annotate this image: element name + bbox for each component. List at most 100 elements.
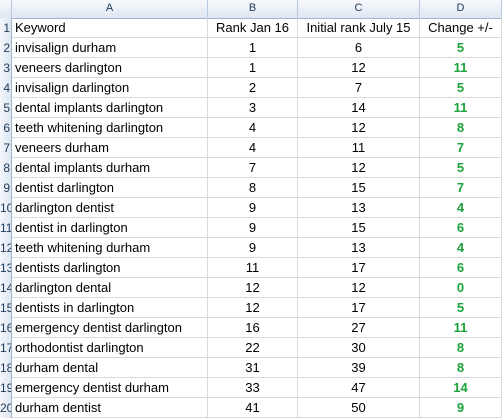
keyword-cell[interactable]: dentists darlington: [12, 258, 208, 277]
initial-rank-cell[interactable]: 7: [298, 78, 420, 97]
keyword-cell[interactable]: dentist in darlington: [12, 218, 208, 237]
change-cell[interactable]: 0: [420, 278, 502, 297]
rank-jan-cell[interactable]: 16: [208, 318, 298, 337]
rank-jan-cell[interactable]: 4: [208, 138, 298, 157]
row-header[interactable]: 10: [0, 198, 12, 218]
row-header[interactable]: 11: [0, 218, 12, 238]
rank-jan-cell[interactable]: 41: [208, 398, 298, 417]
column-header-b[interactable]: B: [208, 0, 298, 18]
initial-rank-cell[interactable]: 30: [298, 338, 420, 357]
rank-jan-cell[interactable]: 9: [208, 218, 298, 237]
initial-rank-cell[interactable]: 17: [298, 258, 420, 277]
initial-rank-cell[interactable]: 13: [298, 238, 420, 257]
change-cell[interactable]: 11: [420, 318, 502, 337]
change-cell[interactable]: 8: [420, 338, 502, 357]
row-header[interactable]: 1: [0, 18, 12, 38]
rank-jan-cell[interactable]: 22: [208, 338, 298, 357]
header-keyword-cell[interactable]: Keyword: [12, 18, 208, 37]
change-cell[interactable]: 14: [420, 378, 502, 397]
rank-jan-cell[interactable]: 33: [208, 378, 298, 397]
column-header-d[interactable]: D: [420, 0, 502, 18]
initial-rank-cell[interactable]: 27: [298, 318, 420, 337]
initial-rank-cell[interactable]: 12: [298, 278, 420, 297]
initial-rank-cell[interactable]: 12: [298, 58, 420, 77]
row-header[interactable]: 17: [0, 338, 12, 358]
row-header[interactable]: 16: [0, 318, 12, 338]
row-header[interactable]: 19: [0, 378, 12, 398]
row-header[interactable]: 3: [0, 58, 12, 78]
header-change-cell[interactable]: Change +/-: [420, 18, 502, 37]
change-cell[interactable]: 5: [420, 298, 502, 317]
initial-rank-cell[interactable]: 6: [298, 38, 420, 57]
keyword-cell[interactable]: darlington dental: [12, 278, 208, 297]
initial-rank-cell[interactable]: 14: [298, 98, 420, 117]
row-header[interactable]: 20: [0, 398, 12, 418]
initial-rank-cell[interactable]: 17: [298, 298, 420, 317]
keyword-cell[interactable]: dentist darlington: [12, 178, 208, 197]
initial-rank-cell[interactable]: 11: [298, 138, 420, 157]
initial-rank-cell[interactable]: 47: [298, 378, 420, 397]
initial-rank-cell[interactable]: 13: [298, 198, 420, 217]
row-header[interactable]: 15: [0, 298, 12, 318]
rank-jan-cell[interactable]: 12: [208, 298, 298, 317]
keyword-cell[interactable]: darlington dentist: [12, 198, 208, 217]
rank-jan-cell[interactable]: 12: [208, 278, 298, 297]
change-cell[interactable]: 8: [420, 118, 502, 137]
header-rank-jan-cell[interactable]: Rank Jan 16: [208, 18, 298, 37]
change-cell[interactable]: 4: [420, 238, 502, 257]
column-header-c[interactable]: C: [298, 0, 420, 18]
rank-jan-cell[interactable]: 4: [208, 118, 298, 137]
rank-jan-cell[interactable]: 31: [208, 358, 298, 377]
change-cell[interactable]: 11: [420, 98, 502, 117]
change-cell[interactable]: 7: [420, 178, 502, 197]
change-cell[interactable]: 7: [420, 138, 502, 157]
initial-rank-cell[interactable]: 12: [298, 158, 420, 177]
change-cell[interactable]: 5: [420, 158, 502, 177]
select-all-corner[interactable]: [0, 0, 12, 18]
row-header[interactable]: 18: [0, 358, 12, 378]
keyword-cell[interactable]: dentists in darlington: [12, 298, 208, 317]
keyword-cell[interactable]: dental implants durham: [12, 158, 208, 177]
keyword-cell[interactable]: orthodontist darlington: [12, 338, 208, 357]
rank-jan-cell[interactable]: 11: [208, 258, 298, 277]
initial-rank-cell[interactable]: 12: [298, 118, 420, 137]
initial-rank-cell[interactable]: 15: [298, 218, 420, 237]
rank-jan-cell[interactable]: 8: [208, 178, 298, 197]
keyword-cell[interactable]: emergency dentist darlington: [12, 318, 208, 337]
row-header[interactable]: 14: [0, 278, 12, 298]
row-header[interactable]: 7: [0, 138, 12, 158]
change-cell[interactable]: 8: [420, 358, 502, 377]
rank-jan-cell[interactable]: 9: [208, 198, 298, 217]
change-cell[interactable]: 6: [420, 218, 502, 237]
initial-rank-cell[interactable]: 15: [298, 178, 420, 197]
row-header[interactable]: 13: [0, 258, 12, 278]
keyword-cell[interactable]: durham dental: [12, 358, 208, 377]
rank-jan-cell[interactable]: 3: [208, 98, 298, 117]
change-cell[interactable]: 11: [420, 58, 502, 77]
rank-jan-cell[interactable]: 1: [208, 58, 298, 77]
keyword-cell[interactable]: durham dentist: [12, 398, 208, 417]
rank-jan-cell[interactable]: 7: [208, 158, 298, 177]
rank-jan-cell[interactable]: 2: [208, 78, 298, 97]
keyword-cell[interactable]: invisalign durham: [12, 38, 208, 57]
keyword-cell[interactable]: veneers darlington: [12, 58, 208, 77]
rank-jan-cell[interactable]: 1: [208, 38, 298, 57]
change-cell[interactable]: 9: [420, 398, 502, 417]
header-initial-rank-cell[interactable]: Initial rank July 15: [298, 18, 420, 37]
keyword-cell[interactable]: dental implants darlington: [12, 98, 208, 117]
change-cell[interactable]: 5: [420, 38, 502, 57]
row-header[interactable]: 5: [0, 98, 12, 118]
keyword-cell[interactable]: teeth whitening darlington: [12, 118, 208, 137]
row-header[interactable]: 2: [0, 38, 12, 58]
keyword-cell[interactable]: teeth whitening durham: [12, 238, 208, 257]
row-header[interactable]: 8: [0, 158, 12, 178]
initial-rank-cell[interactable]: 50: [298, 398, 420, 417]
keyword-cell[interactable]: emergency dentist durham: [12, 378, 208, 397]
keyword-cell[interactable]: veneers durham: [12, 138, 208, 157]
change-cell[interactable]: 6: [420, 258, 502, 277]
change-cell[interactable]: 4: [420, 198, 502, 217]
row-header[interactable]: 4: [0, 78, 12, 98]
rank-jan-cell[interactable]: 9: [208, 238, 298, 257]
row-header[interactable]: 12: [0, 238, 12, 258]
row-header[interactable]: 6: [0, 118, 12, 138]
